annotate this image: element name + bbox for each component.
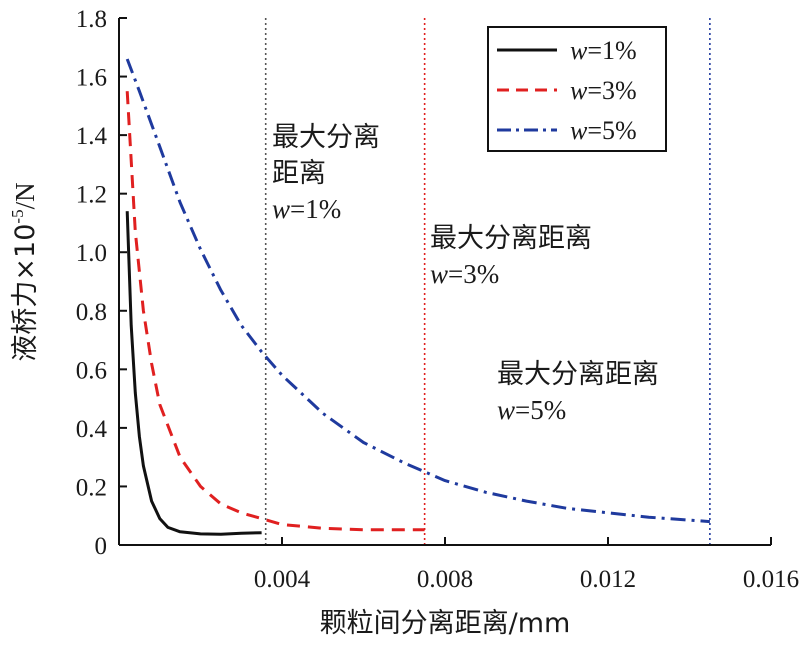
annotation-line: 最大分离距离 [497,359,659,390]
series-line-3 [125,58,711,524]
x-tick-label: 0.016 [743,566,799,593]
y-tick-label: 0.8 [76,299,107,326]
series-line-1 [125,211,262,536]
annotation-line: 最大分离距离 [430,223,592,254]
y-tick-label: 0.6 [76,357,107,384]
y-tick-label: 0.4 [76,416,108,443]
x-tick-label: 0.012 [580,566,636,593]
annotation-value: w=1% [272,194,341,224]
legend: w=1% w=3% w=5% [487,26,667,152]
annotation-value: w=3% [430,259,499,289]
plot-area [125,18,711,545]
annotation-max-distance-w3: 最大分离距离 w=3% [430,223,592,289]
legend-label-w1: w=1% [570,36,637,65]
annotation-value: w=5% [497,395,566,425]
y-tick-label: 1.8 [76,6,107,33]
series-line-2 [125,91,425,532]
y-tick-label: 1.0 [76,240,107,267]
annotation-max-distance-w5: 最大分离距离 w=5% [497,359,659,425]
y-axis-title: 液桥力×10-5/N [8,182,41,361]
x-axis-title: 颗粒间分离距离/mm [320,608,571,639]
y-tick-label: 1.4 [76,123,108,150]
x-tick-label: 0.008 [417,566,473,593]
y-tick-label: 0 [95,533,108,560]
legend-label-w5: w=5% [570,116,637,145]
axes: 0 0.2 0.4 0.6 0.8 1.0 1.2 1.4 1.6 1.8 0.004 0.008 0.… [76,6,799,593]
y-tick-label: 0.2 [76,474,107,501]
annotation-max-distance-w1: 最大分离 距离 w=1% [272,122,380,224]
y-tick-label: 1.2 [76,182,107,209]
x-tick-label: 0.004 [254,566,311,593]
legend-label-w3: w=3% [570,76,637,105]
y-tick-label: 1.6 [76,65,107,92]
annotation-line: 距离 [272,158,326,189]
annotation-line: 最大分离 [272,122,380,153]
